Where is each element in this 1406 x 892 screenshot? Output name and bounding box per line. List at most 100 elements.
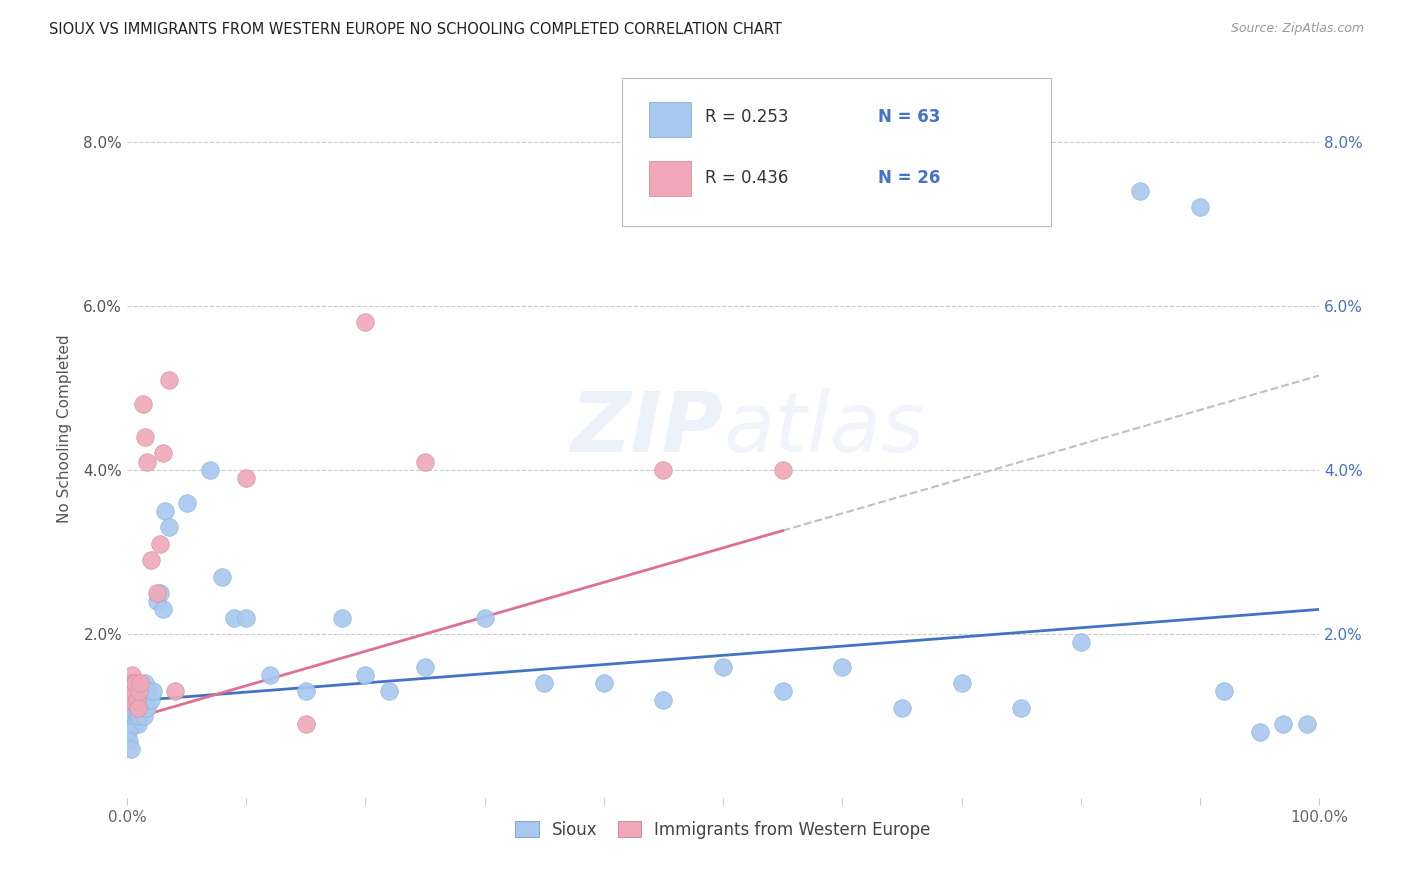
Point [124,676,146,690]
Point [127,701,149,715]
Text: R = 0.253: R = 0.253 [706,108,789,126]
Point [129,676,152,690]
Point [235,471,257,485]
Point [118,684,141,698]
Point [652,463,675,477]
Point [132,709,155,723]
Point [124,692,146,706]
Text: Source: ZipAtlas.com: Source: ZipAtlas.com [1230,22,1364,36]
Point [474,610,496,624]
Point [121,676,143,690]
Point [1296,717,1319,731]
Point [127,684,149,698]
Point [117,684,139,698]
Point [127,717,149,731]
Point [330,610,353,624]
Point [163,684,186,698]
Text: N = 63: N = 63 [879,108,941,126]
Point [211,569,233,583]
Point [136,701,159,715]
Point [125,709,148,723]
Text: R = 0.436: R = 0.436 [706,169,789,186]
Point [224,610,246,624]
Point [378,684,401,698]
Bar [650,161,690,196]
Point [259,668,281,682]
Point [1249,725,1271,739]
Point [117,725,139,739]
Point [146,594,169,608]
Text: ZIP: ZIP [571,388,723,469]
Point [139,553,162,567]
Point [652,692,675,706]
Point [131,692,153,706]
Point [1010,701,1032,715]
Point [120,701,142,715]
Y-axis label: No Schooling Completed: No Schooling Completed [58,334,72,524]
Point [122,684,145,698]
Point [295,717,318,731]
Point [153,504,176,518]
Point [831,660,853,674]
Point [142,684,165,698]
Point [592,676,614,690]
Point [131,397,153,411]
Point [1272,717,1295,731]
Point [128,709,150,723]
Point [146,586,169,600]
Point [533,676,555,690]
Point [136,455,159,469]
Point [950,676,973,690]
Point [139,692,162,706]
Point [117,676,139,690]
Point [122,676,145,690]
Point [772,463,794,477]
Point [134,430,156,444]
Point [131,701,153,715]
Point [200,463,222,477]
Point [134,676,156,690]
Point [711,660,734,674]
Point [149,586,172,600]
Point [354,315,377,329]
Point [152,602,174,616]
Point [122,709,145,723]
Point [149,537,172,551]
FancyBboxPatch shape [621,78,1050,226]
Point [122,684,145,698]
Point [135,692,157,706]
Text: N = 26: N = 26 [879,169,941,186]
Point [413,455,436,469]
Point [129,684,152,698]
Point [176,496,198,510]
Point [128,684,150,698]
Point [152,446,174,460]
Point [125,701,148,715]
Point [124,717,146,731]
Point [354,668,377,682]
Text: SIOUX VS IMMIGRANTS FROM WESTERN EUROPE NO SCHOOLING COMPLETED CORRELATION CHART: SIOUX VS IMMIGRANTS FROM WESTERN EUROPE … [49,22,782,37]
Point [157,520,180,534]
Point [128,701,150,715]
Point [1129,184,1152,198]
Point [120,692,142,706]
Point [118,692,141,706]
Point [235,610,257,624]
Point [295,684,318,698]
Point [138,684,160,698]
Point [122,692,145,706]
Point [157,373,180,387]
Point [890,701,912,715]
Point [1212,684,1234,698]
Point [125,692,148,706]
Point [118,733,141,747]
Point [1188,200,1211,214]
Legend: Sioux, Immigrants from Western Europe: Sioux, Immigrants from Western Europe [509,814,938,846]
Point [413,660,436,674]
Bar [650,102,690,137]
Point [772,684,794,698]
Point [120,709,142,723]
Point [120,742,142,756]
Point [121,668,143,682]
Point [1070,635,1092,649]
